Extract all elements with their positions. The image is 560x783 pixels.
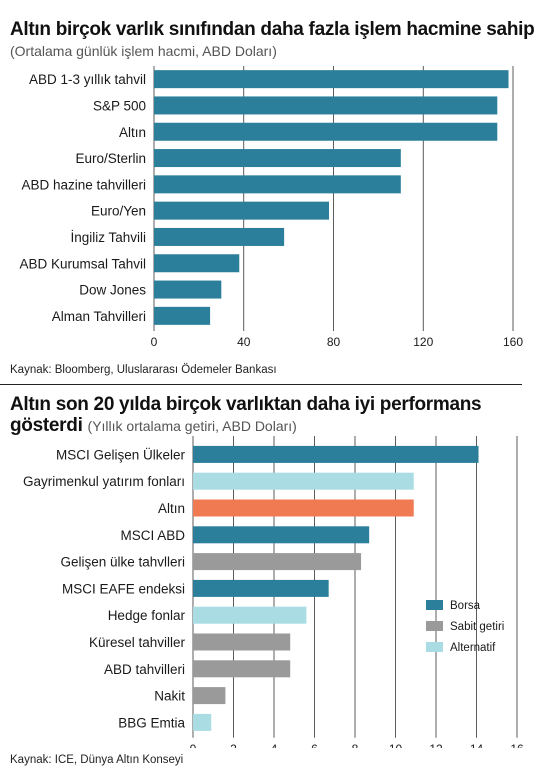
chart-source: Kaynak: Bloomberg, Uluslararası Ödemeler… bbox=[10, 364, 277, 376]
chart-panel-annual-returns: Altın son 20 yılda birçok varlıktan daha… bbox=[0, 386, 560, 783]
bar bbox=[193, 687, 226, 705]
bar bbox=[193, 445, 479, 463]
chart-title: Altın birçok varlık sınıfından daha fazl… bbox=[10, 19, 535, 40]
bar bbox=[154, 149, 401, 168]
category-label: Küresel tahviller bbox=[89, 635, 186, 650]
bar bbox=[193, 526, 370, 544]
chart-subtitle: (Yıllık ortalama getiri, ABD Doları) bbox=[87, 418, 297, 434]
category-label: Gelişen ülke tahvlleri bbox=[60, 555, 185, 570]
x-tick-label: 16 bbox=[510, 742, 524, 748]
legend-label: Sabit getiri bbox=[450, 621, 504, 633]
category-label: MSCI ABD bbox=[120, 528, 185, 543]
legend-swatch bbox=[426, 642, 443, 652]
x-tick-label: 4 bbox=[271, 742, 278, 748]
bar bbox=[193, 606, 307, 624]
legend-swatch bbox=[426, 600, 443, 610]
category-label: Hedge fonlar bbox=[108, 608, 186, 623]
bar bbox=[193, 713, 212, 731]
bar bbox=[193, 472, 414, 490]
x-tick-label: 14 bbox=[470, 742, 484, 748]
bar-chart-annual-returns: 0 2 4 6 8 10 12 14 16 MSCI Gelişen Ülkeler Gayrime… bbox=[23, 436, 524, 748]
category-label: Alman Tahvilleri bbox=[52, 309, 146, 324]
legend-label: Alternatif bbox=[450, 642, 496, 654]
chart-source: Kaynak: ICE, Dünya Altın Konseyi bbox=[10, 754, 184, 766]
category-label: ABD tahvilleri bbox=[104, 662, 185, 677]
bar bbox=[193, 553, 362, 571]
category-label: BBG Emtia bbox=[118, 715, 185, 730]
x-tick-label: 0 bbox=[151, 335, 158, 349]
bar bbox=[154, 122, 498, 141]
legend-label: Borsa bbox=[450, 600, 481, 612]
bar bbox=[154, 280, 222, 299]
x-tick-label: 40 bbox=[237, 335, 251, 349]
x-tick-label: 10 bbox=[389, 742, 403, 748]
chart-panel-trading-volume: Altın birçok varlık sınıfından daha fazl… bbox=[0, 0, 560, 382]
bar bbox=[193, 499, 414, 517]
category-label: Nakit bbox=[154, 689, 185, 704]
bar bbox=[154, 201, 330, 220]
category-label: Altın bbox=[119, 125, 146, 140]
bar bbox=[193, 633, 291, 651]
bar bbox=[193, 579, 329, 597]
category-label: Euro/Sterlin bbox=[75, 151, 146, 166]
category-label: İngiliz Tahvili bbox=[70, 230, 146, 245]
bar bbox=[154, 70, 509, 89]
x-tick-label: 6 bbox=[311, 742, 318, 748]
category-label: Altın bbox=[158, 501, 185, 516]
chart-title-line2: gösterdi (Yıllık ortalama getiri, ABD Do… bbox=[10, 415, 297, 437]
chart-title-line2-text: gösterdi bbox=[10, 415, 83, 436]
x-tick-label: 160 bbox=[503, 335, 523, 349]
x-tick-label: 2 bbox=[230, 742, 237, 748]
x-tick-label: 12 bbox=[429, 742, 443, 748]
category-label: MSCI EAFE endeksi bbox=[62, 581, 185, 596]
bar bbox=[154, 306, 211, 325]
chart-title-line1: Altın son 20 yılda birçok varlıktan daha… bbox=[10, 394, 482, 415]
category-label: MSCI Gelişen Ülkeler bbox=[56, 447, 186, 462]
x-tick-label: 120 bbox=[413, 335, 433, 349]
section-divider bbox=[0, 384, 522, 385]
category-label: Gayrimenkul yatırım fonları bbox=[23, 474, 185, 489]
bar-chart-trading-volume: 0 40 80 120 160 ABD 1-3 yıllık tahvil S&P 500 A… bbox=[19, 66, 523, 349]
category-label: Euro/Yen bbox=[91, 204, 146, 219]
category-label: S&P 500 bbox=[93, 98, 146, 113]
bar bbox=[154, 227, 285, 246]
category-label: Dow Jones bbox=[79, 283, 146, 298]
legend-swatch bbox=[426, 621, 443, 631]
category-label: ABD hazine tahvilleri bbox=[21, 177, 146, 192]
x-tick-label: 0 bbox=[190, 742, 197, 748]
chart-subtitle: (Ortalama günlük işlem hacmi, ABD Doları… bbox=[10, 43, 277, 59]
category-label: ABD Kurumsal Tahvil bbox=[19, 256, 146, 271]
category-label: ABD 1-3 yıllık tahvil bbox=[29, 72, 146, 87]
bar bbox=[154, 96, 498, 115]
x-tick-label: 8 bbox=[352, 742, 359, 748]
bar bbox=[154, 254, 240, 273]
bar bbox=[154, 175, 401, 194]
x-tick-label: 80 bbox=[327, 335, 341, 349]
bar bbox=[193, 660, 291, 678]
